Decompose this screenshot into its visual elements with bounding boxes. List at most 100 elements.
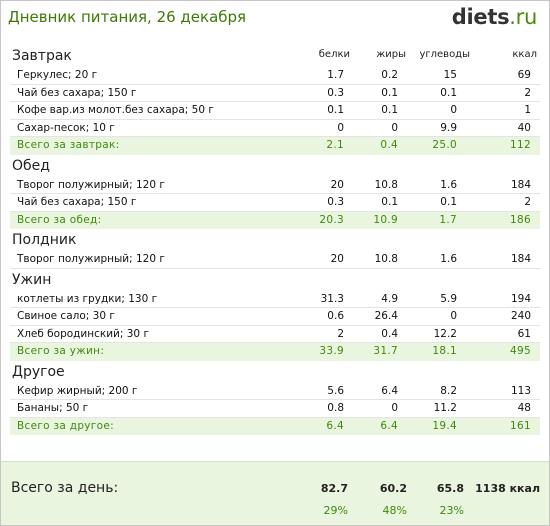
food-fat: 0.1 — [381, 104, 398, 116]
food-row[interactable]: Кефир жирный; 200 г 5.6 6.4 8.2 113 — [10, 383, 540, 400]
food-protein: 0.6 — [327, 310, 344, 322]
food-carbs: 0.1 — [440, 86, 457, 99]
food-kcal: 113 — [510, 384, 531, 397]
total-protein: 6.4 — [326, 419, 344, 432]
total-fat: 6.4 — [380, 419, 398, 432]
food-protein: 31.3 — [320, 292, 344, 305]
col-carbs: углеводы — [419, 49, 470, 60]
day-total-label: Всего за день: — [11, 480, 119, 496]
col-protein: белки — [318, 49, 350, 60]
total-kcal: 186 — [510, 213, 531, 226]
food-name: Творог полужирный; 120 г — [17, 253, 165, 265]
food-fat: 0.2 — [381, 69, 398, 81]
meal-section: Завтрак Геркулес; 20 г 1.7 0.2 15 69 Чай без с… — [1, 45, 549, 155]
page-title: Дневник питания, 26 декабря — [8, 8, 247, 26]
food-protein: 1.7 — [327, 69, 344, 81]
food-kcal: 1 — [524, 104, 531, 116]
meal-total-row: Всего за завтрак: 2.1 0.4 25.0 112 — [10, 137, 540, 155]
food-name: Кефир жирный; 200 г — [17, 384, 138, 397]
total-name: Всего за обед: — [17, 213, 102, 226]
column-headers: белки жиры углеводы ккал — [1, 49, 549, 63]
food-name: Хлеб бородинский; 30 г — [17, 327, 149, 340]
meal-total-row: Всего за обед: 20.3 10.9 1.7 186 — [10, 211, 540, 229]
food-fat: 10.8 — [374, 178, 398, 191]
food-name: Бананы; 50 г — [17, 402, 89, 414]
col-fat: жиры — [376, 49, 406, 60]
total-protein: 33.9 — [319, 345, 344, 357]
food-fat: 6.4 — [381, 384, 398, 397]
food-fat: 26.4 — [374, 310, 398, 322]
food-protein: 0.8 — [327, 402, 344, 414]
food-protein: 5.6 — [327, 384, 344, 397]
food-row[interactable]: Кофе вар.из молот.без сахара; 50 г 0.1 0.1… — [10, 102, 540, 120]
food-row[interactable]: Творог полужирный; 120 г 20 10.8 1.6 184 — [10, 251, 540, 269]
food-protein: 20 — [330, 253, 344, 265]
food-carbs: 0 — [450, 310, 457, 322]
meal-title: Обед — [12, 157, 50, 174]
total-name: Всего за ужин: — [17, 345, 105, 357]
food-row[interactable]: Чай без сахара; 150 г 0.3 0.1 0.1 2 — [10, 194, 540, 212]
header: Дневник питания, 26 декабря diets.ru — [1, 1, 549, 35]
meal-total-row: Всего за ужин: 33.9 31.7 18.1 495 — [10, 343, 540, 361]
day-total-protein: 82.7 — [320, 482, 348, 495]
day-pct-fat: 48% — [382, 504, 407, 517]
food-row[interactable]: Свиное сало; 30 г 0.6 26.4 0 240 — [10, 308, 540, 326]
food-kcal: 48 — [517, 402, 531, 414]
food-row[interactable]: Бананы; 50 г 0.8 0 11.2 48 — [10, 400, 540, 418]
meal-section: Обед Творог полужирный; 120 г 20 10.8 1.6 184… — [1, 155, 549, 229]
food-protein: 0.1 — [327, 104, 344, 116]
meal-title: Завтрак — [12, 48, 72, 64]
food-row[interactable]: котлеты из грудки; 130 г 31.3 4.9 5.9 194 — [10, 291, 540, 308]
food-fat: 0 — [391, 121, 398, 134]
food-kcal: 61 — [517, 327, 531, 340]
food-carbs: 8.2 — [440, 384, 457, 397]
meal-sections: Завтрак Геркулес; 20 г 1.7 0.2 15 69 Чай без с… — [1, 45, 549, 435]
food-row[interactable]: Сахар-песок; 10 г 0 0 9.9 40 — [10, 120, 540, 137]
day-total-carbs: 65.8 — [436, 482, 464, 495]
food-fat: 0.1 — [381, 196, 398, 208]
food-fat: 4.9 — [381, 292, 398, 305]
food-carbs: 5.9 — [440, 292, 457, 305]
total-name: Всего за другое: — [17, 419, 114, 432]
total-carbs: 18.1 — [432, 345, 457, 357]
total-carbs: 25.0 — [432, 139, 457, 151]
food-kcal: 2 — [524, 196, 531, 208]
meal-title: Ужин — [12, 271, 52, 288]
total-carbs: 1.7 — [439, 213, 457, 226]
food-name: Творог полужирный; 120 г — [17, 178, 165, 191]
food-row[interactable]: Геркулес; 20 г 1.7 0.2 15 69 — [10, 67, 540, 85]
total-kcal: 495 — [510, 345, 531, 357]
food-kcal: 2 — [524, 86, 531, 99]
food-carbs: 0.1 — [440, 196, 457, 208]
food-fat: 0.1 — [381, 86, 398, 99]
food-row[interactable]: Творог полужирный; 120 г 20 10.8 1.6 184 — [10, 177, 540, 194]
day-total-kcal: 1138 ккал — [475, 482, 540, 495]
total-protein: 20.3 — [319, 213, 344, 226]
meal-section: Другое Кефир жирный; 200 г 5.6 6.4 8.2 113 Бан… — [1, 361, 549, 435]
food-fat: 0 — [391, 402, 398, 414]
logo-tld: .ru — [509, 5, 537, 29]
total-fat: 0.4 — [380, 139, 398, 151]
food-kcal: 194 — [510, 292, 531, 305]
logo-brand: diets — [451, 5, 510, 29]
day-pct-carbs: 23% — [439, 504, 464, 517]
food-row[interactable]: Хлеб бородинский; 30 г 2 0.4 12.2 61 — [10, 326, 540, 343]
food-row[interactable]: Чай без сахара; 150 г 0.3 0.1 0.1 2 — [10, 85, 540, 102]
total-fat: 10.9 — [373, 213, 398, 226]
total-kcal: 161 — [510, 419, 531, 432]
site-logo[interactable]: diets.ru — [451, 5, 538, 29]
food-carbs: 11.2 — [433, 402, 457, 414]
food-name: Кофе вар.из молот.без сахара; 50 г — [17, 104, 214, 116]
food-name: котлеты из грудки; 130 г — [17, 292, 158, 305]
meal-section: Полдник Творог полужирный; 120 г 20 10.8 1.6… — [1, 229, 549, 269]
food-name: Геркулес; 20 г — [17, 69, 98, 81]
food-protein: 0.3 — [327, 196, 344, 208]
total-protein: 2.1 — [326, 139, 344, 151]
food-carbs: 9.9 — [440, 121, 457, 134]
food-protein: 2 — [337, 327, 344, 340]
food-protein: 20 — [330, 178, 344, 191]
meal-section: Ужин котлеты из грудки; 130 г 31.3 4.9 5.9 19… — [1, 269, 549, 361]
food-carbs: 1.6 — [440, 178, 457, 191]
food-protein: 0 — [337, 121, 344, 134]
